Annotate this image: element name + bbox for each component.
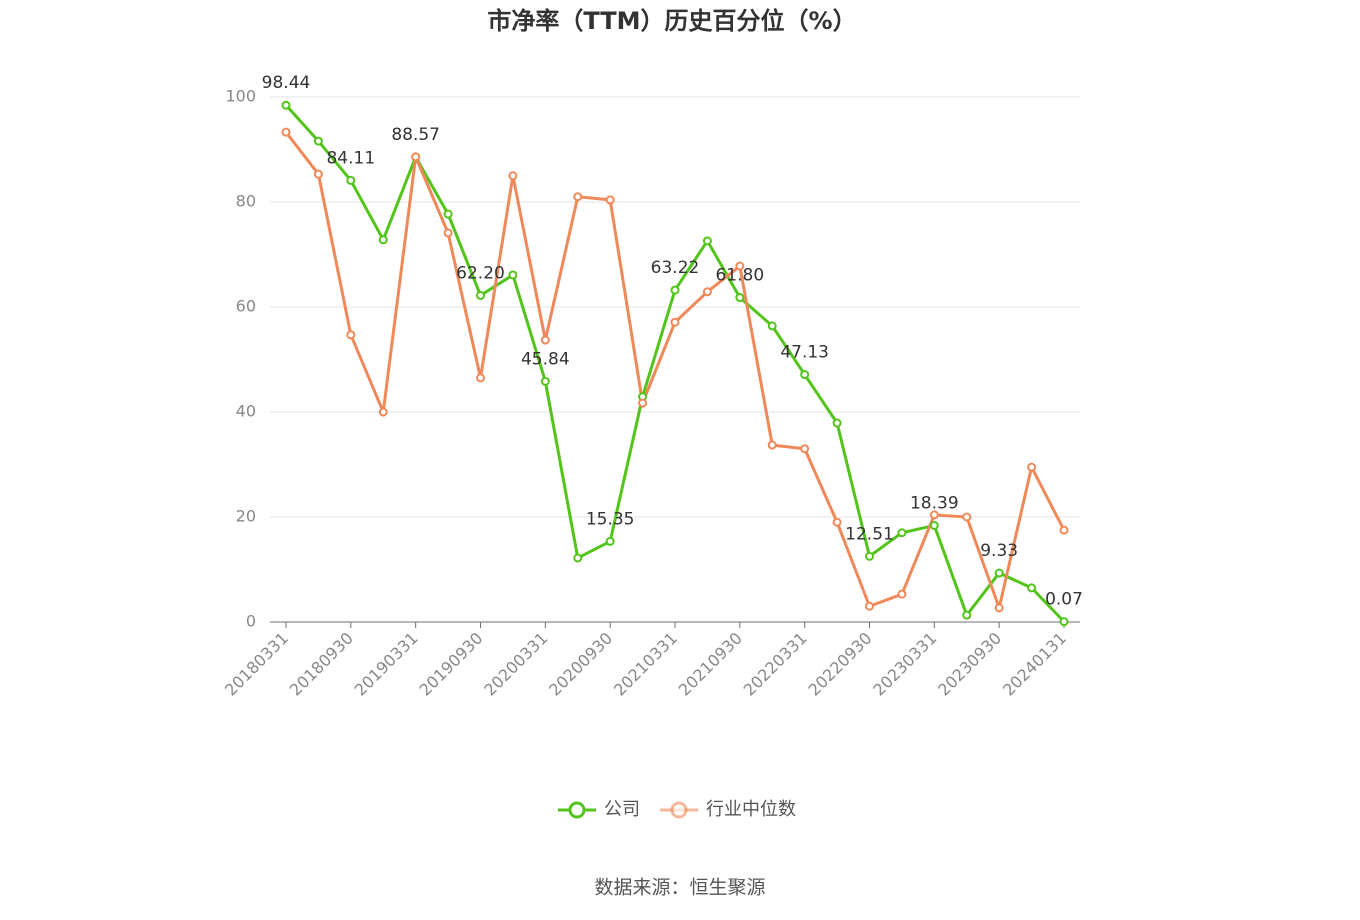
x-tick-label: 20210930 [675,629,746,700]
point [800,444,810,454]
data-label: 88.57 [391,125,440,145]
point [411,152,421,162]
point [832,418,842,428]
data-label: 62.20 [456,263,505,283]
point [929,510,939,520]
point [346,330,356,340]
point [994,603,1004,613]
legend-label: 公司 [604,799,640,820]
data-label: 98.44 [262,73,311,93]
y-tick-label: 60 [236,297,256,316]
point [897,589,907,599]
point [476,290,485,300]
y-tick-label: 40 [236,402,256,421]
point [832,517,842,527]
x-tick-label: 20200331 [480,629,551,700]
point [476,373,485,383]
point [313,136,323,146]
point [962,610,972,620]
point [670,317,680,327]
legend-item: 行业中位数 [660,799,796,820]
point [735,261,745,271]
legend-label: 行业中位数 [706,799,796,820]
chart-title: 市净率（TTM）历史百分位（%） [487,7,856,35]
point [540,376,550,386]
data-label: 12.51 [845,524,894,544]
point [378,235,388,245]
y-tick-label: 100 [225,87,256,106]
y-tick-label: 0 [246,612,256,631]
legend-symbol [568,801,586,819]
data-label: 63.22 [651,258,700,278]
legend-item: 公司 [558,799,640,820]
data-label: 47.13 [780,343,829,363]
x-tick-label: 20190331 [351,629,422,700]
point [313,169,323,179]
point [1027,583,1037,593]
point [508,171,518,181]
x-tick-label: 20230331 [869,629,940,700]
point [865,601,874,611]
point [281,127,291,137]
point [897,528,907,538]
point [346,175,356,185]
series-line [284,104,1066,623]
x-tick-label: 20230930 [934,629,1005,700]
point [378,407,388,417]
point [865,551,874,561]
point [1059,617,1069,627]
data-label: 9.33 [980,541,1018,561]
point [670,285,680,295]
point [929,520,939,530]
data-label: 15.35 [586,509,635,529]
point [994,568,1004,578]
point [800,370,810,380]
data-label: 61.80 [715,266,764,286]
point [735,293,745,303]
point [508,270,518,280]
point [767,440,777,450]
point [638,398,648,408]
x-tick-label: 20200930 [545,629,616,700]
point [702,287,712,297]
data-label: 0.07 [1045,590,1083,610]
point [962,512,972,522]
point [1059,525,1069,535]
series-line [284,131,1066,614]
point [443,209,453,219]
point [573,192,583,202]
point [605,536,615,546]
point [702,236,712,246]
x-tick-label: 20210331 [610,629,681,700]
point [540,335,550,345]
source: 数据来源：恒生聚源 [594,877,765,899]
legend-symbol [670,801,688,819]
point [605,195,615,205]
x-tick-label: 20180331 [221,629,292,700]
data-label: 45.84 [521,349,570,369]
point [573,553,583,563]
point [767,321,777,331]
x-tick-label: 20240131 [999,629,1070,700]
data-label: 84.11 [326,148,375,168]
point [443,228,453,238]
y-tick-label: 80 [236,192,256,211]
point [281,100,291,110]
point [1027,462,1037,472]
data-label: 18.39 [910,493,959,513]
x-tick-label: 20190930 [415,629,486,700]
x-tick-label: 20180930 [286,629,357,700]
y-tick-label: 20 [236,507,256,526]
x-tick-label: 20220331 [740,629,811,700]
x-tick-label: 20220930 [804,629,875,700]
